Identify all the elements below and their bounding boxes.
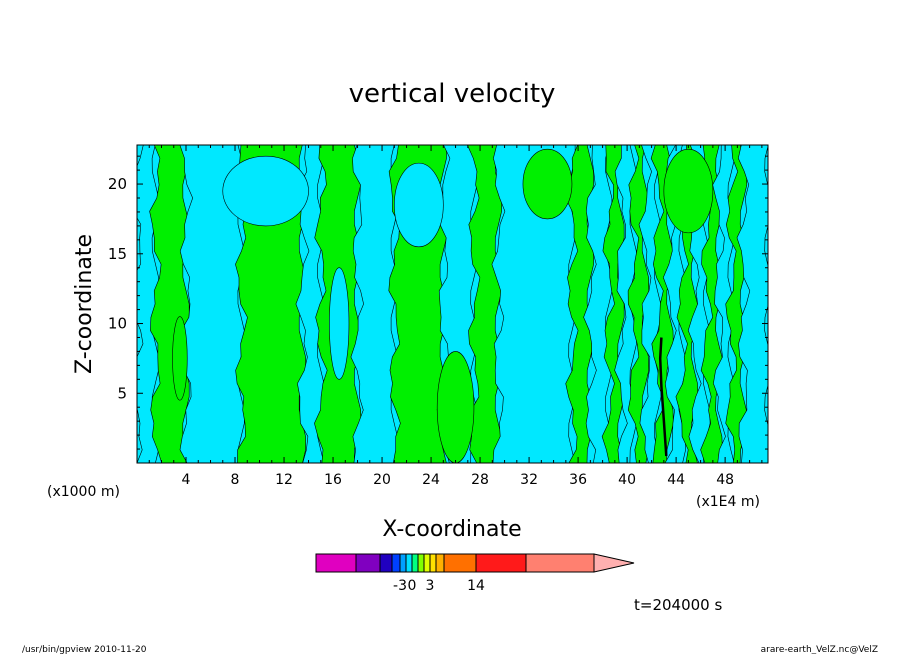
contour-cell-negative xyxy=(394,162,444,248)
contour-band-negative xyxy=(491,145,576,463)
x-tick-label: 16 xyxy=(324,472,342,488)
contour-cell-positive xyxy=(522,148,573,220)
x-tick-label: 4 xyxy=(182,472,191,488)
x-tick-label: 40 xyxy=(618,472,636,488)
colorbar-segment xyxy=(429,553,437,573)
x-tick-label: 24 xyxy=(422,472,440,488)
colorbar: -3 0 3 14 xyxy=(315,553,635,594)
contour-band-negative xyxy=(614,145,637,463)
contour-cell-negative xyxy=(222,155,309,227)
y-tick-label: 20 xyxy=(108,175,127,193)
footer-left: /usr/bin/gpview 2010-11-20 xyxy=(22,645,147,654)
colorbar-segment xyxy=(405,553,413,573)
colorbar-segment xyxy=(411,553,419,573)
contour-cell-negative xyxy=(329,267,350,380)
time-annotation: t=204000 s xyxy=(634,596,722,614)
contour-band-positive xyxy=(725,145,748,463)
colorbar-extension-arrow xyxy=(593,553,635,573)
colorbar-tick-label: 0 xyxy=(408,578,417,594)
x-axis-label: X-coordinate xyxy=(382,517,521,542)
colorbar-segment xyxy=(423,553,431,573)
y-axis-label: Z-coordinate xyxy=(72,234,97,374)
y-tick-label: 5 xyxy=(117,384,127,402)
x-tick-label: 8 xyxy=(231,472,240,488)
y-tick-label: 10 xyxy=(108,315,127,333)
colorbar-segment xyxy=(443,553,477,573)
colorbar-tick-label: 14 xyxy=(467,578,485,594)
x-tick-label: 32 xyxy=(520,472,538,488)
colorbar-segment xyxy=(391,553,401,573)
colorbar-segment xyxy=(435,553,445,573)
plot-frame xyxy=(136,144,769,464)
contour-band-positive xyxy=(565,145,594,463)
colorbar-segment xyxy=(379,553,393,573)
strong-updraft-line xyxy=(658,337,668,457)
contour-field xyxy=(137,145,768,463)
colorbar-segment xyxy=(525,553,595,573)
contour-band-negative xyxy=(736,145,768,463)
x-tick-label: 36 xyxy=(569,472,587,488)
contour-cell-positive xyxy=(663,148,714,234)
y-tick-label: 15 xyxy=(108,245,127,263)
contour-cell-positive xyxy=(436,351,475,463)
x-tick-label: 20 xyxy=(373,472,391,488)
x-tick-label: 48 xyxy=(716,472,734,488)
contour-cell-positive xyxy=(172,316,188,401)
colorbar-segment xyxy=(475,553,527,573)
contour-band-negative xyxy=(295,145,325,463)
x-tick-label: 44 xyxy=(667,472,685,488)
chart-title: vertical velocity xyxy=(349,79,556,109)
colorbar-segment xyxy=(315,553,357,573)
footer-right: arare-earth_VelZ.nc@VelZ xyxy=(761,645,878,654)
colorbar-tick-label: -3 xyxy=(393,578,407,594)
colorbar-segment xyxy=(417,553,425,573)
colorbar-tick-label: 3 xyxy=(426,578,435,594)
x-unit-right: (x1E4 m) xyxy=(696,494,760,510)
colorbar-segment xyxy=(355,553,381,573)
x-tick-label: 12 xyxy=(275,472,293,488)
x-unit-left: (x1000 m) xyxy=(47,484,120,500)
x-tick-label: 28 xyxy=(471,472,489,488)
colorbar-segment xyxy=(399,553,407,573)
